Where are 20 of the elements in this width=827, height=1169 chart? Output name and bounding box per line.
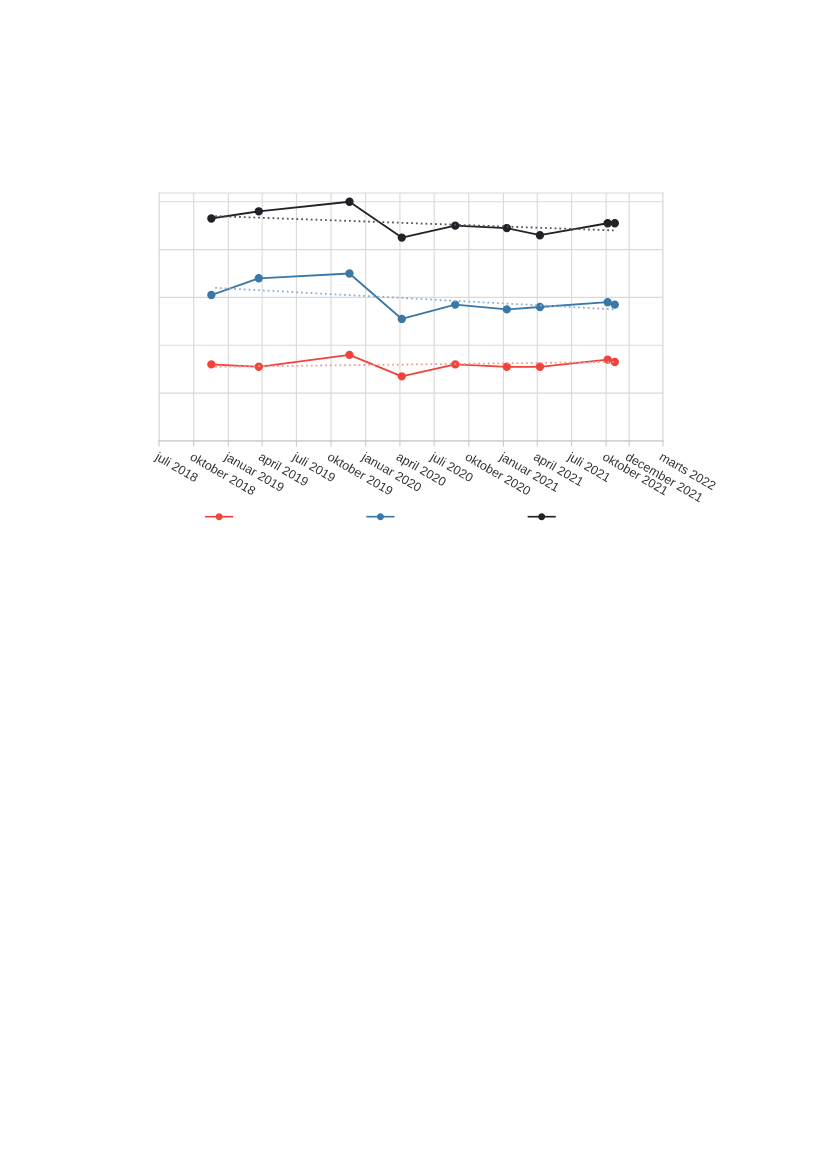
point [345,269,354,278]
point [603,298,612,307]
point [502,362,511,371]
point [207,214,216,223]
point [397,233,406,242]
point [254,207,263,216]
point [535,231,545,240]
point [254,274,263,283]
point [345,350,354,359]
point [610,219,619,228]
point [207,360,216,369]
point [345,197,354,206]
point [502,305,511,314]
point [397,372,406,381]
point [535,362,545,371]
point [603,219,612,228]
point [207,290,216,300]
point [610,300,619,309]
point [451,300,460,309]
point [397,314,406,324]
